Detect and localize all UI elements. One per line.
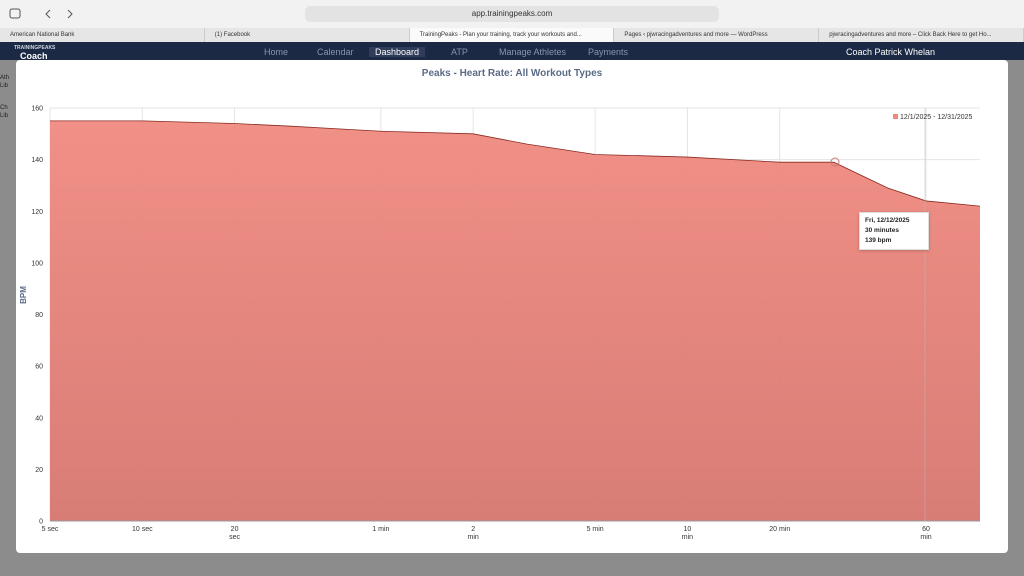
y-axis-label: BPM — [19, 286, 28, 304]
x-tick-label: 20 min — [769, 526, 790, 533]
nav-item[interactable]: Manage Athletes — [499, 47, 567, 57]
tab[interactable]: TrainingPeaks - Plan your training, trac… — [409, 28, 615, 42]
y-tick-label: 160 — [31, 106, 43, 113]
tooltip-line: Fri, 12/12/2025 — [865, 217, 910, 224]
y-tick-label: 80 — [35, 312, 43, 319]
nav-item[interactable]: Payments — [588, 47, 629, 57]
role: Coach — [20, 51, 48, 61]
tooltip: Fri, 12/12/2025 30 minutes 139 bpm — [859, 212, 929, 250]
tooltip-line: 30 minutes — [865, 227, 899, 234]
line — [50, 120, 981, 207]
y-tick-label: 60 — [35, 364, 43, 371]
y-tick-label: 100 — [31, 260, 43, 267]
tab-bar: American National Bank (1) Facebook Traini… — [0, 28, 1024, 42]
nav-item[interactable]: Dashboard — [369, 47, 426, 57]
nav-item[interactable]: ATP — [451, 47, 468, 57]
x-tick-label: 10 min — [682, 526, 693, 541]
chart: Peaks - Heart Rate: All Workout Types BP… — [19, 68, 981, 541]
area — [50, 120, 980, 521]
nav-item[interactable]: Home — [264, 47, 289, 57]
user-name[interactable]: Coach Patrick Whelan — [846, 47, 936, 57]
tab[interactable]: pjwracingadventures and more – Click Bac… — [819, 28, 1024, 42]
sidebar-item: Ath — [0, 75, 10, 81]
app-nav: TRAININGPEAKS Coach Coach Patrick Whelan… — [0, 42, 1024, 61]
x-tick-label: 5 min — [587, 526, 604, 533]
hover-marker — [830, 157, 840, 167]
y-tick-label: 140 — [31, 157, 43, 164]
sidebar-item: Ch — [0, 105, 8, 111]
y-tick-label: 0 — [39, 519, 43, 526]
x-tick-label: 2 min — [468, 526, 479, 541]
x-tick-label: 10 sec — [132, 526, 153, 533]
tab[interactable]: American National Bank — [0, 28, 205, 42]
x-tick-label: 5 sec — [42, 526, 59, 533]
sidebar: Ath Lib Ch Lib — [0, 74, 16, 120]
sidebar-item: Lib — [0, 83, 9, 89]
tooltip-line: 139 bpm — [865, 237, 892, 244]
sidebar-item: Lib — [0, 113, 9, 119]
y-tick-label: 40 — [35, 415, 43, 422]
x-tick-label: 20 sec — [229, 526, 240, 541]
browser-toolbar: app.trainingpeaks.com — [0, 0, 1024, 28]
brand: TRAININGPEAKS — [14, 45, 56, 51]
legend-label: 12/1/2025 - 12/31/2025 — [900, 114, 973, 121]
x-tick-label: 60 min — [920, 526, 931, 541]
tab[interactable]: (1) Facebook — [205, 28, 410, 42]
legend-swatch — [893, 114, 898, 119]
nav-item[interactable]: Calendar — [317, 47, 354, 57]
y-tick-label: 120 — [31, 209, 43, 216]
tab[interactable]: Pages ‹ pjwracingadventures and more — W… — [614, 28, 820, 42]
toolbar-icons — [9, 8, 73, 19]
x-tick-label: 1 min — [372, 526, 389, 533]
chart-modal: Peaks - Heart Rate: All Workout Types BP… — [16, 60, 1008, 553]
address-bar[interactable]: app.trainingpeaks.com — [305, 6, 719, 22]
chart-title: Peaks - Heart Rate: All Workout Types — [422, 68, 603, 79]
y-tick-label: 20 — [35, 467, 43, 474]
